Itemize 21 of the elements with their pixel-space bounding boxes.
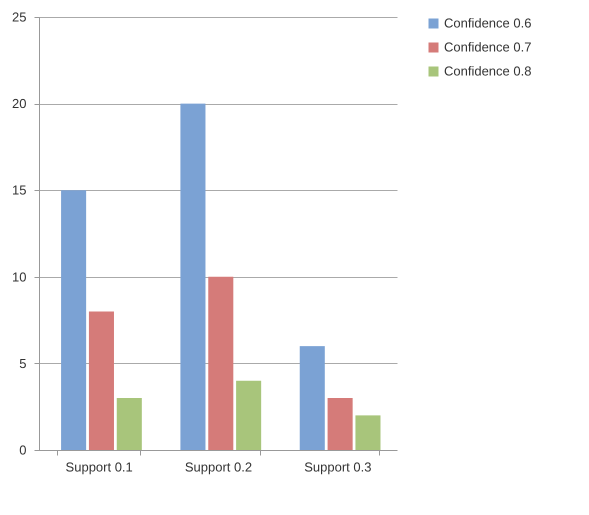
- bar: [236, 380, 262, 450]
- legend-label: Confidence 0.6: [444, 16, 532, 30]
- y-tick-label: 10: [12, 269, 26, 284]
- bar: [88, 311, 114, 450]
- x-tick-label: Support 0.2: [184, 460, 252, 474]
- x-tick-label: Support 0.1: [66, 460, 133, 474]
- legend-label: Confidence 0.8: [444, 64, 532, 78]
- bar: [355, 415, 380, 450]
- bar: [116, 398, 142, 450]
- y-tick-label: 20: [12, 96, 26, 112]
- y-tick-label: 5: [19, 356, 26, 371]
- bar: [61, 190, 86, 450]
- legend-label: Confidence 0.7: [444, 40, 532, 54]
- bar: [208, 276, 234, 450]
- y-tick-label: 0: [19, 442, 26, 458]
- x-tick-label: Support 0.3: [304, 460, 372, 474]
- y-tick-label: 25: [12, 10, 26, 24]
- bar: [328, 398, 353, 450]
- bar: [300, 346, 325, 450]
- bar: [180, 104, 206, 450]
- y-tick-label: 15: [12, 182, 26, 198]
